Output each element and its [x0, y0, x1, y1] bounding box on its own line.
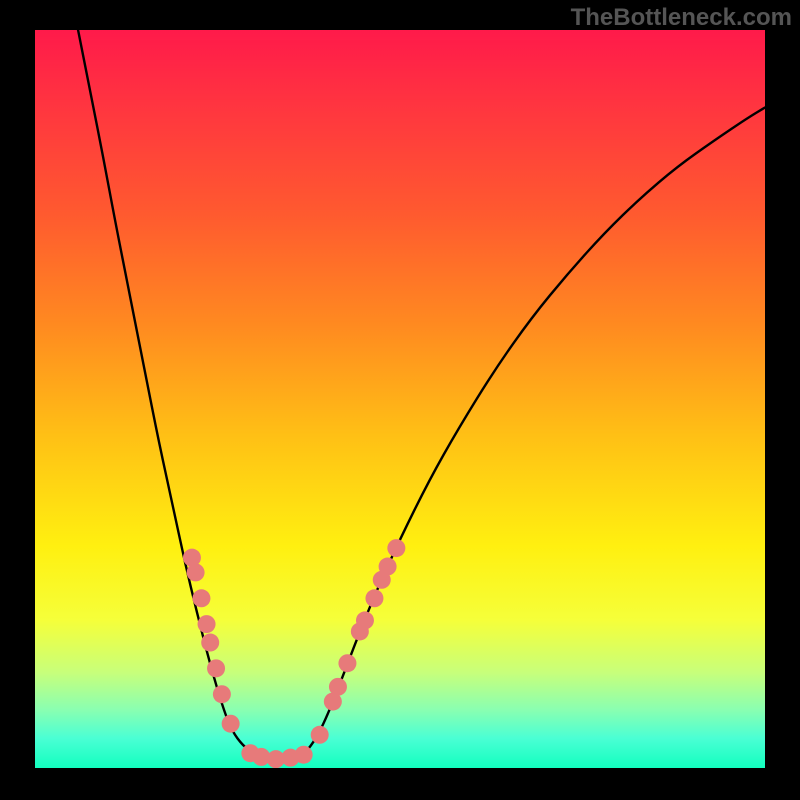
data-marker — [295, 746, 313, 764]
data-marker — [207, 659, 225, 677]
data-marker — [379, 558, 397, 576]
data-marker — [387, 539, 405, 557]
data-marker — [311, 726, 329, 744]
data-marker — [198, 615, 216, 633]
data-marker — [365, 589, 383, 607]
data-marker — [187, 563, 205, 581]
data-marker — [338, 654, 356, 672]
data-marker — [329, 678, 347, 696]
watermark-text: TheBottleneck.com — [571, 4, 792, 32]
data-marker — [222, 715, 240, 733]
chart-canvas: TheBottleneck.com — [0, 0, 800, 800]
data-marker — [213, 685, 231, 703]
data-marker — [192, 589, 210, 607]
gradient-background — [35, 30, 765, 768]
bottleneck-chart — [35, 30, 765, 768]
data-marker — [201, 634, 219, 652]
data-marker — [356, 611, 374, 629]
